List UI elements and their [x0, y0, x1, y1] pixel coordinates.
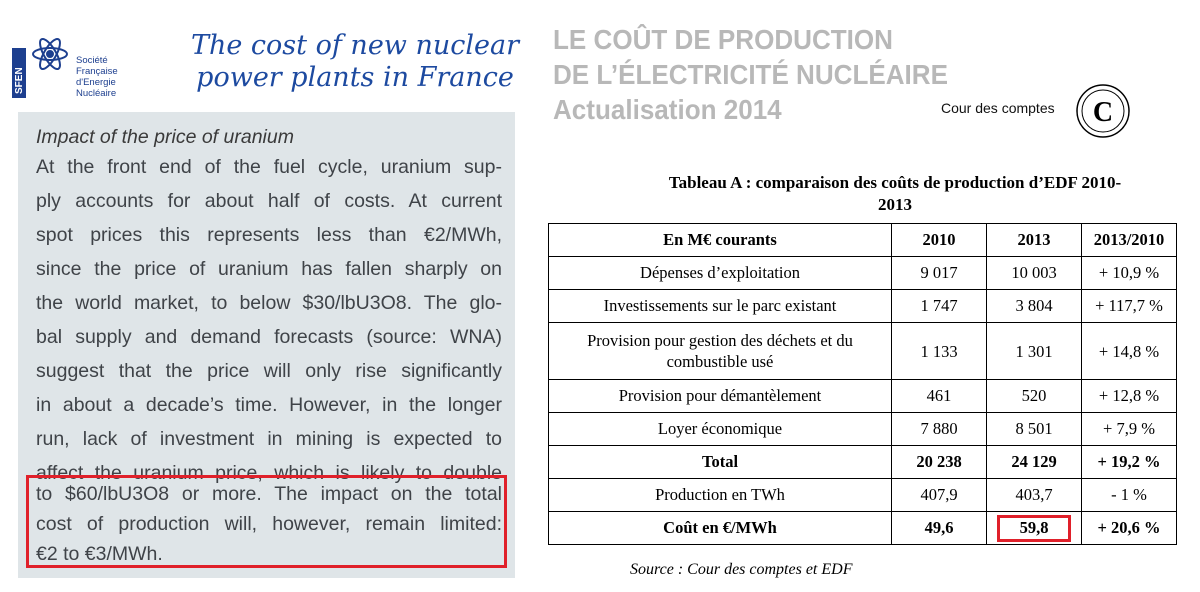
body-line: suggest that the price will only rise si…: [36, 360, 502, 382]
table-row: Production en TWh 407,9 403,7 - 1 %: [548, 478, 1177, 512]
report-title-line: Actualisation 2014: [553, 94, 782, 125]
cour-des-comptes-seal-icon: C: [1076, 84, 1130, 138]
body-line: cost of production will, however, remain…: [36, 513, 502, 535]
table-cell: 49,6: [891, 511, 987, 545]
table-row: Total 20 238 24 129 + 19,2 %: [548, 445, 1177, 479]
table-cell: 24 129: [986, 445, 1082, 479]
table-row: Provision pour gestion des déchets et du…: [548, 322, 1177, 380]
table-cell: - 1 %: [1081, 478, 1177, 512]
highlight-box: [26, 475, 507, 568]
body-line: At the front end of the fuel cycle, uran…: [36, 156, 502, 178]
body-line: affect the uranium price, which is likel…: [36, 462, 502, 484]
table-cell: 1 133: [891, 322, 987, 380]
table-cell: + 12,8 %: [1081, 379, 1177, 413]
row-label: Total: [548, 445, 892, 479]
table-title-line: Tableau A : comparaison des coûts de pro…: [668, 173, 1122, 192]
report-title: LE COÛT DE PRODUCTION DE L’ÉLECTRICITÉ N…: [553, 22, 978, 127]
table-cell: + 14,8 %: [1081, 322, 1177, 380]
table-cell: + 20,6 %: [1081, 511, 1177, 545]
body-line: in about a decade’s time. However, in th…: [36, 394, 502, 416]
body-line: bal supply and demand forecasts (source:…: [36, 326, 502, 348]
highlighted-cell: 59,8: [986, 511, 1082, 545]
body-line: the world market, to below $30/lbU3O8. T…: [36, 292, 502, 314]
table-cell: 7 880: [891, 412, 987, 446]
table-row: Dépenses d’exploitation 9 017 10 003 + 1…: [548, 256, 1177, 290]
svg-text:SFEN: SFEN: [14, 67, 25, 94]
cour-des-comptes-label: Cour des comptes: [941, 100, 1055, 116]
svg-text:C: C: [1093, 97, 1113, 128]
table-cell: + 7,9 %: [1081, 412, 1177, 446]
table-header-row: En M€ courants 2010 2013 2013/2010: [548, 223, 1177, 257]
column-header: 2013/2010: [1081, 223, 1177, 257]
table-cell: 461: [891, 379, 987, 413]
table-cell: 3 804: [986, 289, 1082, 323]
table-cell: 407,9: [891, 478, 987, 512]
body-line: to $60/lbU3O8 or more. The impact on the…: [36, 483, 502, 505]
table-title: Tableau A : comparaison des coûts de pro…: [600, 172, 1190, 216]
sfen-name-line: Société: [76, 55, 108, 66]
table-cell: + 10,9 %: [1081, 256, 1177, 290]
sfen-title: The cost of new nuclear power plants in …: [190, 30, 520, 94]
table-cell: + 117,7 %: [1081, 289, 1177, 323]
row-label: Coût en €/MWh: [548, 511, 892, 545]
column-header: En M€ courants: [548, 223, 892, 257]
row-label: Investissements sur le parc existant: [548, 289, 892, 323]
row-label: Provision pour démantèlement: [548, 379, 892, 413]
sfen-logo-icon: SFEN: [12, 37, 68, 98]
sfen-name-line: Française: [76, 66, 118, 77]
sfen-name-line: d'Energie: [76, 77, 116, 88]
table-title-line: 2013: [878, 195, 912, 214]
uranium-text-box: Impact of the price of uranium At the fr…: [18, 112, 515, 578]
body-line: ply accounts for about half of costs. At…: [36, 190, 502, 212]
row-label: Production en TWh: [548, 478, 892, 512]
sfen-name-line: Nucléaire: [76, 88, 117, 99]
sfen-name: Société Française d'Energie Nucléaire: [76, 55, 118, 99]
table-cell: 20 238: [891, 445, 987, 479]
sfen-title-line: The cost of new nuclear: [190, 30, 520, 61]
table-cell: 403,7: [986, 478, 1082, 512]
table-row: Investissements sur le parc existant 1 7…: [548, 289, 1177, 323]
cost-comparison-table: En M€ courants 2010 2013 2013/2010 Dépen…: [548, 223, 1177, 545]
report-title-line: LE COÛT DE PRODUCTION: [553, 24, 893, 55]
table-row: Provision pour démantèlement 461 520 + 1…: [548, 379, 1177, 413]
body-line: spot prices this represents less than €2…: [36, 224, 502, 246]
table-row: Coût en €/MWh 49,6 59,8 + 20,6 %: [548, 511, 1177, 545]
row-label: Provision pour gestion des déchets et du…: [548, 322, 892, 380]
table-cell: 8 501: [986, 412, 1082, 446]
row-label: Dépenses d’exploitation: [548, 256, 892, 290]
table-cell: 1 747: [891, 289, 987, 323]
table-cell: 1 301: [986, 322, 1082, 380]
table-row: Loyer économique 7 880 8 501 + 7,9 %: [548, 412, 1177, 446]
sfen-title-line: power plants in France: [196, 62, 514, 93]
table-cell: + 19,2 %: [1081, 445, 1177, 479]
highlight-box: [997, 515, 1071, 542]
column-header: 2010: [891, 223, 987, 257]
column-header: 2013: [986, 223, 1082, 257]
body-line: €2 to €3/MWh.: [36, 543, 163, 565]
body-line: since the price of uranium has fallen sh…: [36, 258, 502, 280]
table-cell: 9 017: [891, 256, 987, 290]
table-cell: 10 003: [986, 256, 1082, 290]
table-cell: 520: [986, 379, 1082, 413]
table-source: Source : Cour des comptes et EDF: [630, 561, 853, 578]
section-heading: Impact of the price of uranium: [36, 126, 294, 148]
row-label: Loyer économique: [548, 412, 892, 446]
table-cell-value: 59,8: [1019, 518, 1049, 537]
body-line: run, lack of investment in mining is exp…: [36, 428, 502, 450]
report-title-line: DE L’ÉLECTRICITÉ NUCLÉAIRE: [553, 59, 948, 90]
sfen-excerpt: SFEN Société Française d'Energie Nucléai…: [0, 0, 530, 592]
